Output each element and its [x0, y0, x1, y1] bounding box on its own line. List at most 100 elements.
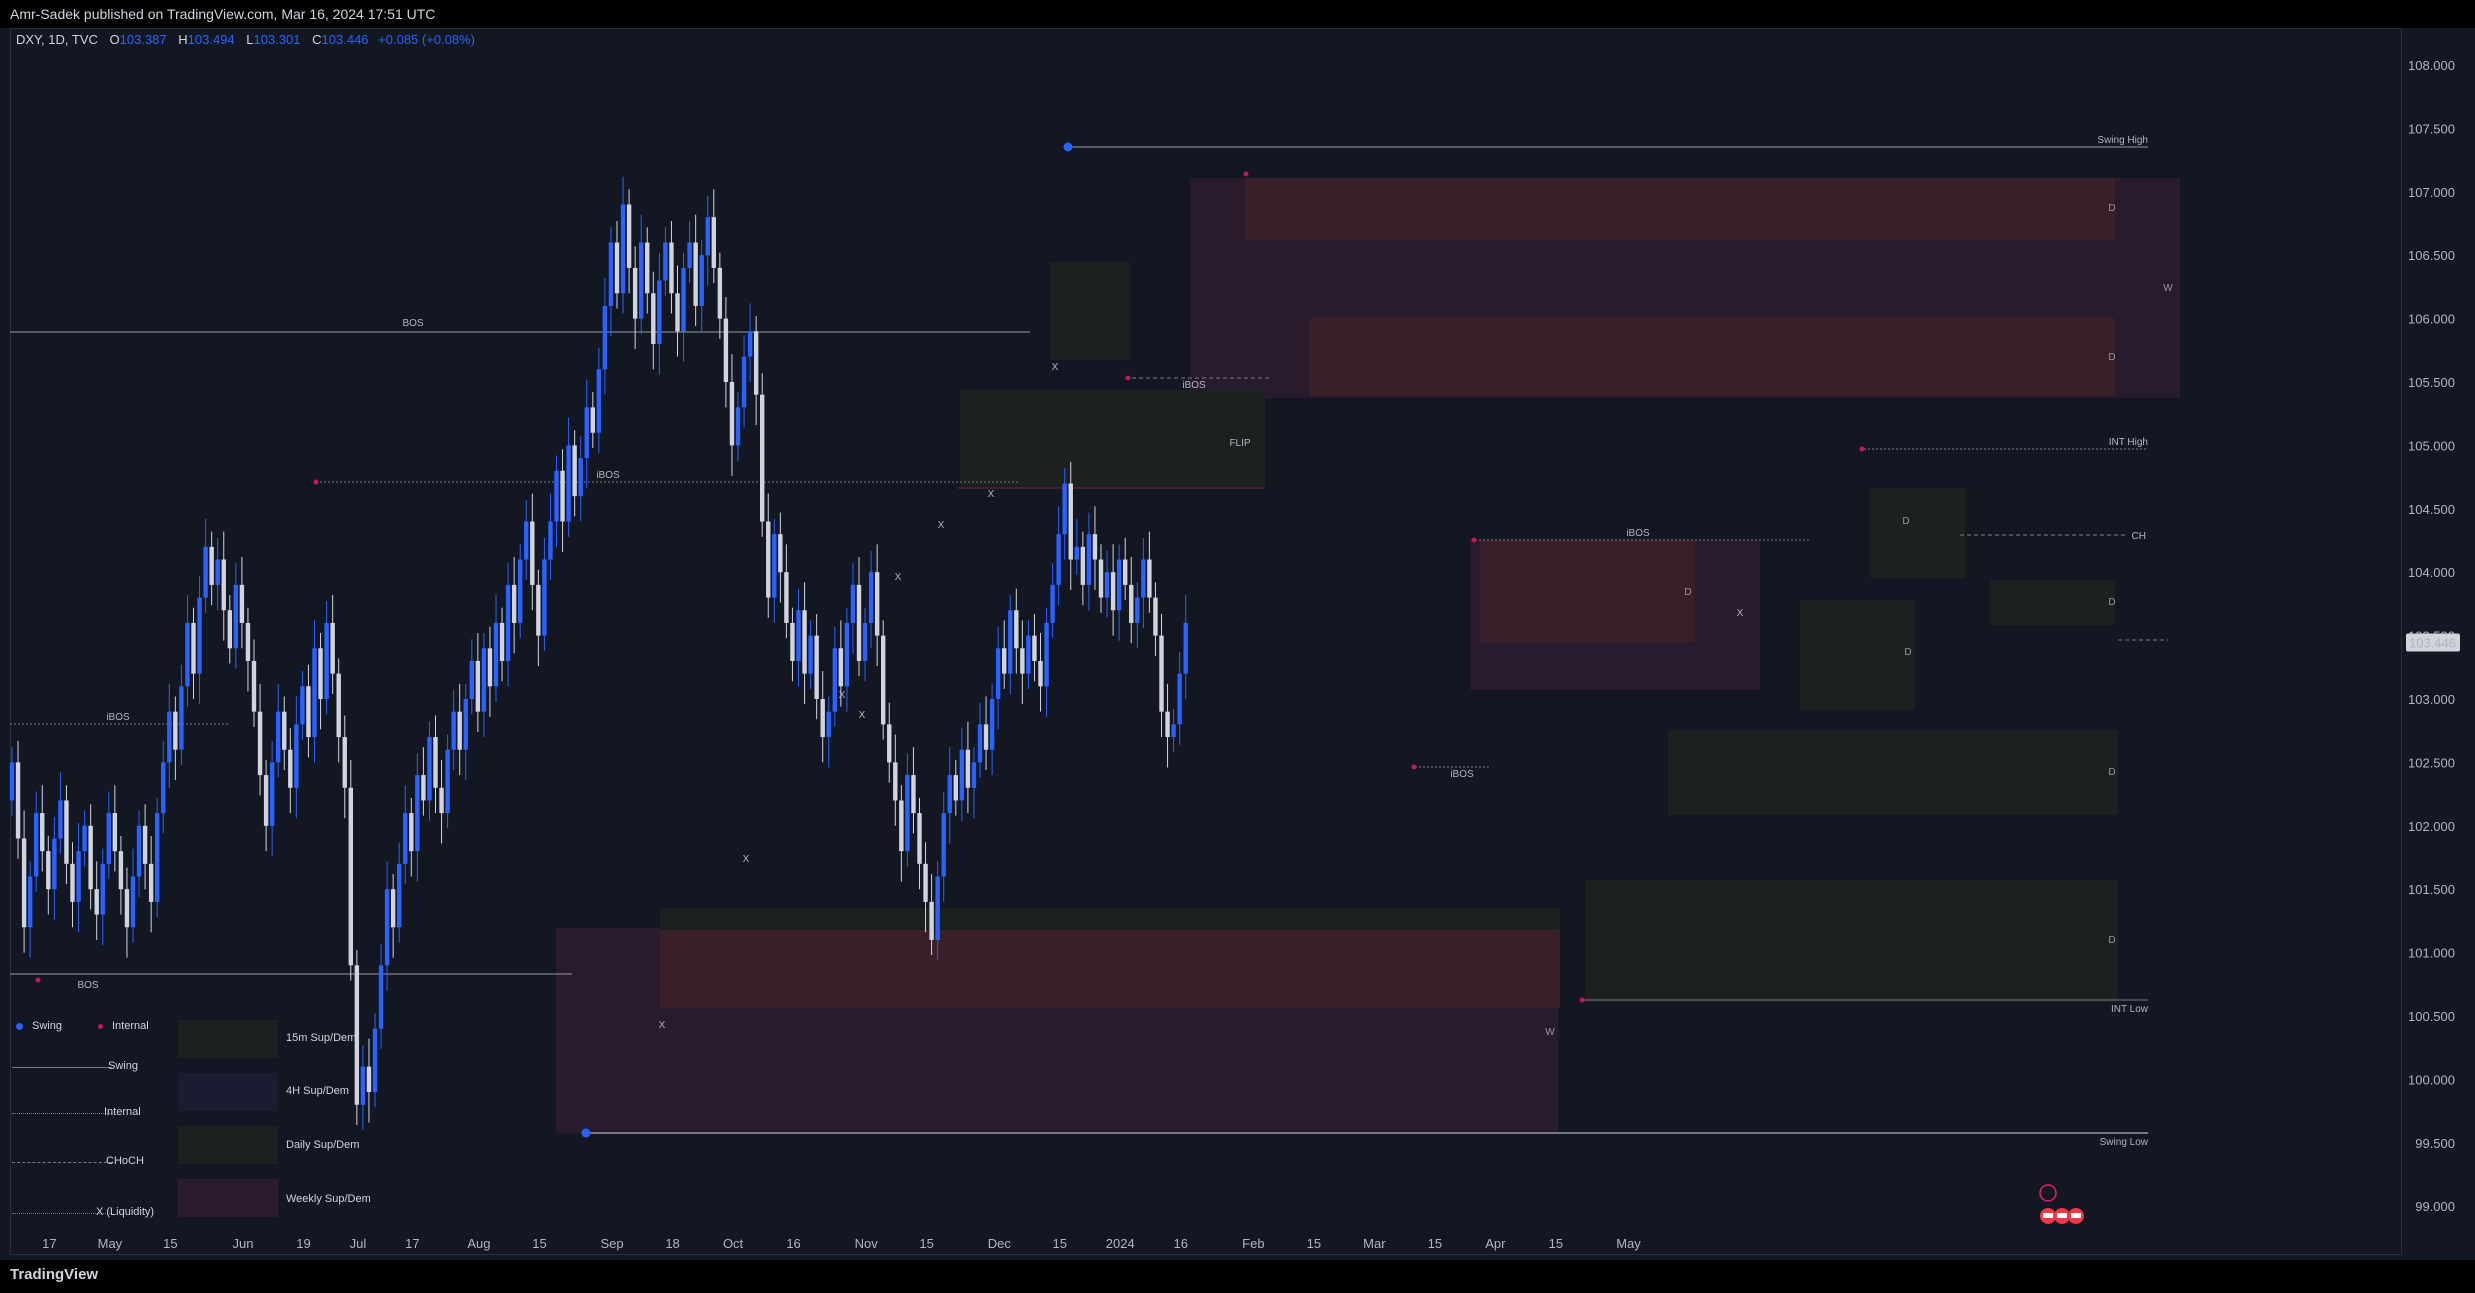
- candle-body[interactable]: [1153, 597, 1158, 636]
- candle-body[interactable]: [155, 813, 160, 902]
- candle-body[interactable]: [384, 889, 390, 966]
- candle-body[interactable]: [136, 825, 142, 877]
- candle-body[interactable]: [753, 331, 759, 395]
- candle-body[interactable]: [457, 711, 462, 750]
- candle-body[interactable]: [705, 217, 710, 256]
- candle-body[interactable]: [578, 458, 583, 497]
- candle-body[interactable]: [421, 775, 426, 801]
- candle-body[interactable]: [850, 584, 856, 623]
- candle-body[interactable]: [27, 876, 33, 928]
- candle-body[interactable]: [536, 584, 541, 636]
- candle-body[interactable]: [784, 572, 789, 623]
- candle-body[interactable]: [330, 622, 335, 674]
- candle-body[interactable]: [433, 737, 438, 788]
- candle-body[interactable]: [651, 293, 656, 344]
- candle-body[interactable]: [711, 217, 716, 268]
- candle-body[interactable]: [977, 724, 983, 763]
- candle-body[interactable]: [1032, 635, 1037, 661]
- candle-body[interactable]: [251, 660, 257, 712]
- candle-body[interactable]: [475, 660, 481, 712]
- candle-body[interactable]: [1116, 559, 1122, 611]
- candle-body[interactable]: [427, 737, 432, 801]
- candle-body[interactable]: [911, 775, 916, 814]
- candle-body[interactable]: [729, 382, 735, 446]
- candle-body[interactable]: [826, 711, 831, 738]
- candle-body[interactable]: [179, 686, 184, 750]
- candle-body[interactable]: [971, 762, 977, 788]
- candle-body[interactable]: [566, 445, 571, 522]
- candle-body[interactable]: [445, 749, 450, 814]
- candle-body[interactable]: [1014, 610, 1019, 649]
- candle-body[interactable]: [838, 648, 844, 687]
- candle-body[interactable]: [191, 622, 196, 674]
- candle-body[interactable]: [657, 280, 662, 344]
- candle-body[interactable]: [161, 762, 166, 814]
- candle-body[interactable]: [766, 521, 771, 598]
- candle-body[interactable]: [989, 699, 995, 750]
- candle-body[interactable]: [1008, 610, 1013, 674]
- candle-body[interactable]: [1171, 724, 1176, 738]
- candle-body[interactable]: [596, 369, 602, 433]
- candle-body[interactable]: [203, 546, 208, 598]
- candle-body[interactable]: [76, 851, 81, 902]
- candle-body[interactable]: [148, 863, 154, 902]
- candle-body[interactable]: [572, 445, 577, 497]
- candle-body[interactable]: [124, 889, 130, 928]
- candle-body[interactable]: [1080, 546, 1086, 585]
- candle-body[interactable]: [463, 699, 468, 750]
- candle-body[interactable]: [1074, 546, 1079, 560]
- candle-body[interactable]: [499, 622, 505, 661]
- candle-body[interactable]: [409, 813, 414, 852]
- candle-body[interactable]: [741, 356, 747, 408]
- candle-body[interactable]: [70, 863, 75, 902]
- candle-body[interactable]: [52, 838, 57, 890]
- candle-body[interactable]: [1147, 559, 1152, 598]
- candle-body[interactable]: [173, 711, 178, 750]
- candle-body[interactable]: [1038, 660, 1043, 687]
- candle-body[interactable]: [820, 699, 825, 738]
- candle-body[interactable]: [197, 597, 202, 674]
- candle-body[interactable]: [856, 584, 862, 661]
- candle-body[interactable]: [941, 813, 946, 877]
- candle-body[interactable]: [505, 584, 511, 661]
- candle-body[interactable]: [100, 863, 105, 915]
- candle-body[interactable]: [687, 242, 692, 268]
- candle-body[interactable]: [808, 635, 813, 674]
- candle-body[interactable]: [542, 559, 547, 636]
- candle-body[interactable]: [965, 749, 971, 788]
- candle-body[interactable]: [34, 813, 39, 877]
- candle-body[interactable]: [378, 965, 384, 1029]
- candle-body[interactable]: [142, 825, 148, 864]
- candle-body[interactable]: [239, 584, 245, 623]
- chart-pane[interactable]: [10, 28, 2402, 1255]
- candle-body[interactable]: [215, 559, 220, 585]
- candle-body[interactable]: [929, 901, 934, 940]
- candle-body[interactable]: [893, 762, 898, 801]
- candle-body[interactable]: [342, 737, 347, 788]
- candle-body[interactable]: [94, 889, 99, 915]
- candle-body[interactable]: [1098, 559, 1104, 598]
- candle-body[interactable]: [1177, 673, 1182, 725]
- candle-body[interactable]: [185, 622, 190, 687]
- candle-body[interactable]: [1092, 534, 1098, 560]
- candle-body[interactable]: [130, 876, 136, 928]
- candle-body[interactable]: [366, 1066, 372, 1093]
- candle-body[interactable]: [348, 787, 353, 966]
- candle-body[interactable]: [439, 787, 444, 814]
- candle-body[interactable]: [584, 407, 589, 459]
- candle-body[interactable]: [1104, 572, 1110, 598]
- candle-body[interactable]: [1056, 534, 1061, 585]
- candle-body[interactable]: [511, 584, 517, 623]
- candle-body[interactable]: [1110, 572, 1116, 611]
- candle-body[interactable]: [935, 876, 940, 940]
- candle-body[interactable]: [717, 267, 723, 319]
- candle-body[interactable]: [276, 711, 281, 763]
- candle-body[interactable]: [312, 648, 317, 738]
- candle-body[interactable]: [590, 407, 595, 433]
- candle-body[interactable]: [1135, 597, 1140, 623]
- candle-body[interactable]: [905, 775, 910, 852]
- candle-body[interactable]: [1165, 711, 1170, 738]
- candle-body[interactable]: [336, 673, 341, 738]
- candle-body[interactable]: [58, 800, 63, 839]
- candle-body[interactable]: [626, 204, 632, 268]
